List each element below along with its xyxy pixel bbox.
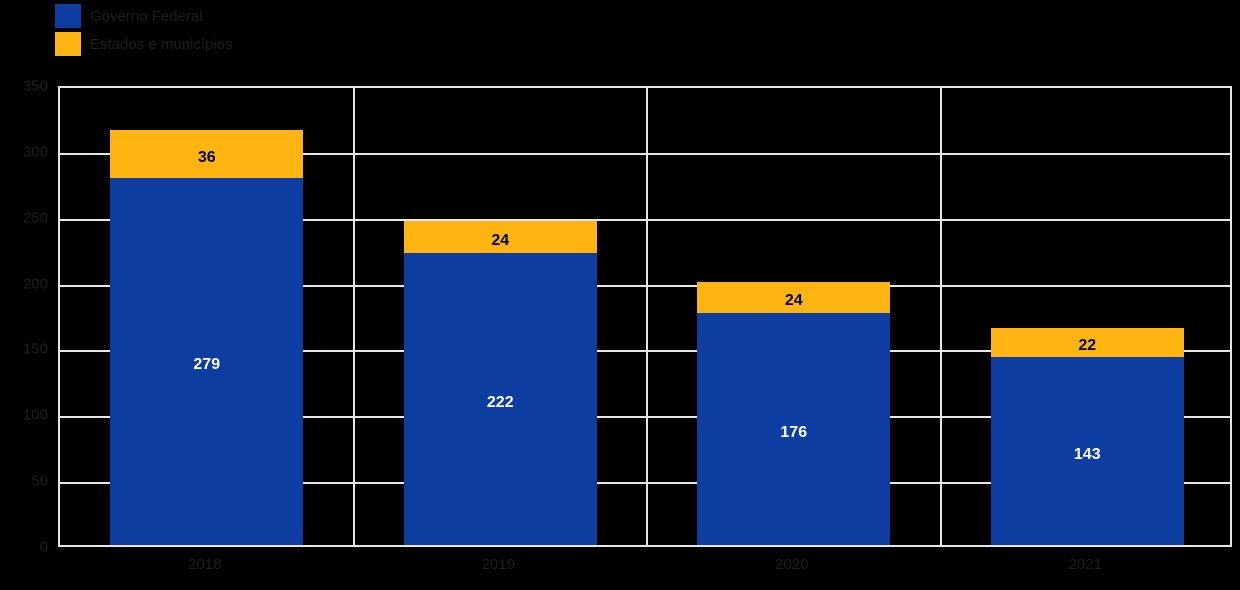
bar-segment-2018 bbox=[110, 130, 304, 178]
gridline-y-300 bbox=[60, 152, 1230, 155]
bar-value-label: 24 bbox=[491, 231, 510, 249]
bar-value-label: 36 bbox=[197, 148, 216, 166]
legend-label: Governo Federal bbox=[90, 7, 203, 25]
x-tick-label: 2018 bbox=[188, 556, 222, 573]
gridline-y-250 bbox=[60, 218, 1230, 221]
gridline-y-150 bbox=[60, 350, 1230, 353]
legend-item: Estados e municípios bbox=[55, 32, 233, 56]
bar-segment-2018 bbox=[110, 177, 304, 545]
bar-value-label: 22 bbox=[1078, 337, 1097, 355]
bar-segment-2020 bbox=[697, 313, 891, 545]
gridline-x-separator bbox=[646, 88, 648, 545]
y-tick-label: 300 bbox=[22, 143, 48, 161]
gridline-y-200 bbox=[60, 284, 1230, 287]
x-tick-label: 2021 bbox=[1068, 556, 1102, 573]
bar-segment-2020 bbox=[697, 281, 891, 314]
chart-legend: Governo Federal Estados e municípios bbox=[55, 4, 233, 60]
y-tick-label: 150 bbox=[22, 340, 48, 358]
bar-segment-2019 bbox=[403, 221, 597, 253]
bar-value-label: 24 bbox=[784, 292, 803, 310]
bar-value-label: 279 bbox=[193, 356, 221, 374]
y-tick-label: 350 bbox=[22, 77, 48, 95]
y-tick-label: 100 bbox=[22, 406, 48, 424]
plot-area: 279 36 222 24 176 24 143 22 bbox=[58, 86, 1232, 547]
gridline-y-100 bbox=[60, 416, 1230, 419]
legend-swatch-orange bbox=[55, 32, 81, 56]
y-tick-label: 200 bbox=[22, 275, 48, 293]
y-tick-label: 50 bbox=[31, 472, 48, 490]
bar-segment-2021 bbox=[990, 356, 1184, 545]
gridline-x-separator bbox=[352, 88, 355, 545]
bar-value-label: 176 bbox=[780, 424, 808, 442]
y-tick-label: 0 bbox=[39, 538, 48, 556]
x-tick-label: 2020 bbox=[775, 556, 809, 573]
legend-swatch-blue bbox=[55, 4, 81, 28]
bar-value-label: 143 bbox=[1073, 445, 1101, 463]
y-tick-label: 250 bbox=[22, 209, 48, 227]
x-tick-label: 2019 bbox=[481, 556, 515, 573]
gridline-x-separator bbox=[939, 88, 942, 545]
bar-segment-2021 bbox=[990, 327, 1184, 357]
legend-label: Estados e municípios bbox=[90, 35, 233, 53]
bar-segment-2019 bbox=[403, 252, 597, 545]
gridline-y-50 bbox=[60, 482, 1230, 485]
legend-item: Governo Federal bbox=[55, 4, 233, 28]
bar-value-label: 222 bbox=[486, 393, 514, 411]
